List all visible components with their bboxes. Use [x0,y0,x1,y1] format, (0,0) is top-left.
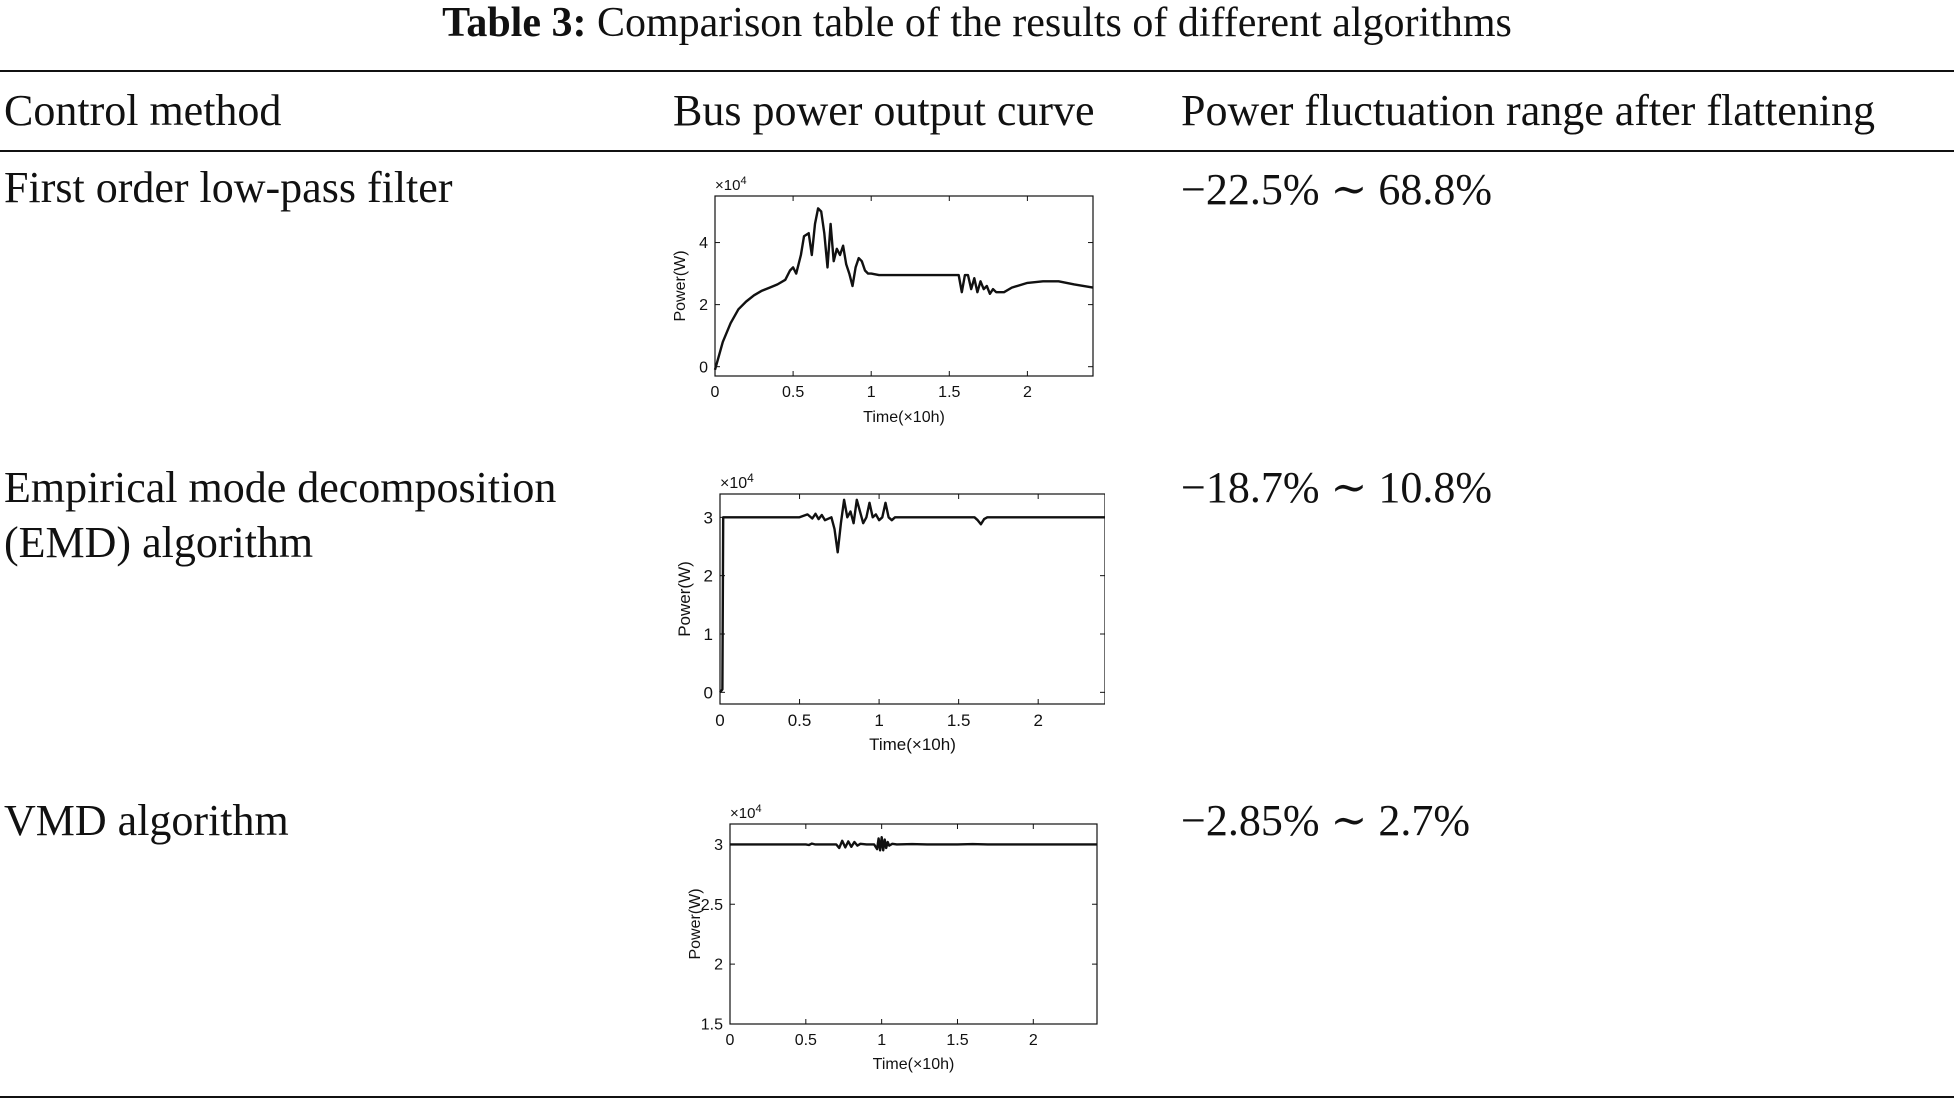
row-2-method-line: (EMD) algorithm [4,518,314,567]
x-tick-label: 2 [1029,1032,1038,1049]
y-axis-label: Power(W) [672,250,689,321]
plot-frame [729,823,1098,1025]
header-power-fluctuation-range: Power fluctuation range after flattening [1181,86,1875,135]
x-tick-label: 1 [874,711,883,730]
x-axis-label: Time(×10h) [873,1056,955,1073]
power-curve-line [713,207,1094,371]
y-tick-label: 1.5 [701,1017,723,1034]
x-tick-label: 0.5 [782,384,804,401]
row-3-method: VMD algorithm [4,793,289,848]
x-tick-label: 1 [867,384,876,401]
table-caption: Table 3: Comparison table of the results… [0,0,1954,46]
table-bottom-rule [0,1096,1954,1098]
x-tick-label: 0.5 [788,711,812,730]
header-bus-power-output-curve: Bus power output curve [673,86,1095,135]
plot-emd-algorithm: 0 0.5 1 1.5 2 0 1 2 3 Time(×10h) Power(W) ×104 [675,471,1105,754]
y-tick-label: 3 [704,508,713,527]
x-tick-label: 1.5 [938,384,960,401]
table-top-rule [0,70,1954,72]
plot-first-order-low-pass-filter: 0 0.5 1 1.5 2 0 2 4 Time(×10h) Power(W) ×104 [672,175,1094,426]
plot-vmd-algorithm: 0 0.5 1 1.5 2 1.5 2 2.5 3 Time(×10h) Power(W) ×104 [687,803,1098,1073]
row-2-method: Empirical mode decomposition (EMD) algor… [4,460,556,570]
row-1-range: −22.5% ∼ 68.8% [1181,165,1492,214]
x-tick-label: 0.5 [795,1032,817,1049]
power-curve-line [730,836,1097,852]
plot-frame [714,195,1094,377]
x-tick-label: 2 [1033,711,1042,730]
row-3-range: −2.85% ∼ 2.7% [1181,796,1470,845]
y-tick-label: 2 [699,297,708,314]
row-2-method-line: Empirical mode decomposition [4,463,557,512]
axis-multiplier: ×104 [730,803,762,822]
y-tick-label: 0 [699,359,708,376]
table-caption-text: Comparison table of the results of diffe… [596,0,1512,46]
x-tick-label: 1.5 [947,711,971,730]
y-tick-label: 2 [704,567,713,586]
axis-multiplier: ×104 [715,175,747,194]
x-tick-label: 2 [1023,384,1032,401]
y-axis-label: Power(W) [675,561,694,637]
row-1-method: First order low-pass filter [4,160,452,215]
y-tick-label: 3 [714,837,723,854]
x-axis-label: Time(×10h) [863,409,945,426]
x-tick-label: 0 [715,711,724,730]
header-control-method: Control method [4,86,282,135]
y-tick-label: 4 [699,235,708,252]
table-header-rule [0,150,1954,152]
row-3-method-line: VMD algorithm [4,796,289,845]
y-tick-label: 2.5 [701,897,723,914]
y-tick-label: 2 [714,957,723,974]
x-tick-label: 1 [877,1032,886,1049]
axis-multiplier: ×104 [720,471,754,492]
row-1-method-line: First order low-pass filter [4,163,453,212]
y-tick-label: 0 [704,683,713,702]
plot-frame [719,493,1105,705]
x-tick-label: 0 [726,1032,735,1049]
y-axis-label: Power(W) [687,888,704,959]
x-tick-label: 0 [711,384,720,401]
table-caption-label: Table 3: [442,0,587,46]
x-axis-label: Time(×10h) [869,735,956,754]
x-tick-label: 1.5 [946,1032,968,1049]
y-tick-label: 1 [704,625,713,644]
row-2-range: −18.7% ∼ 10.8% [1181,463,1492,512]
power-curve-line [719,498,1105,694]
